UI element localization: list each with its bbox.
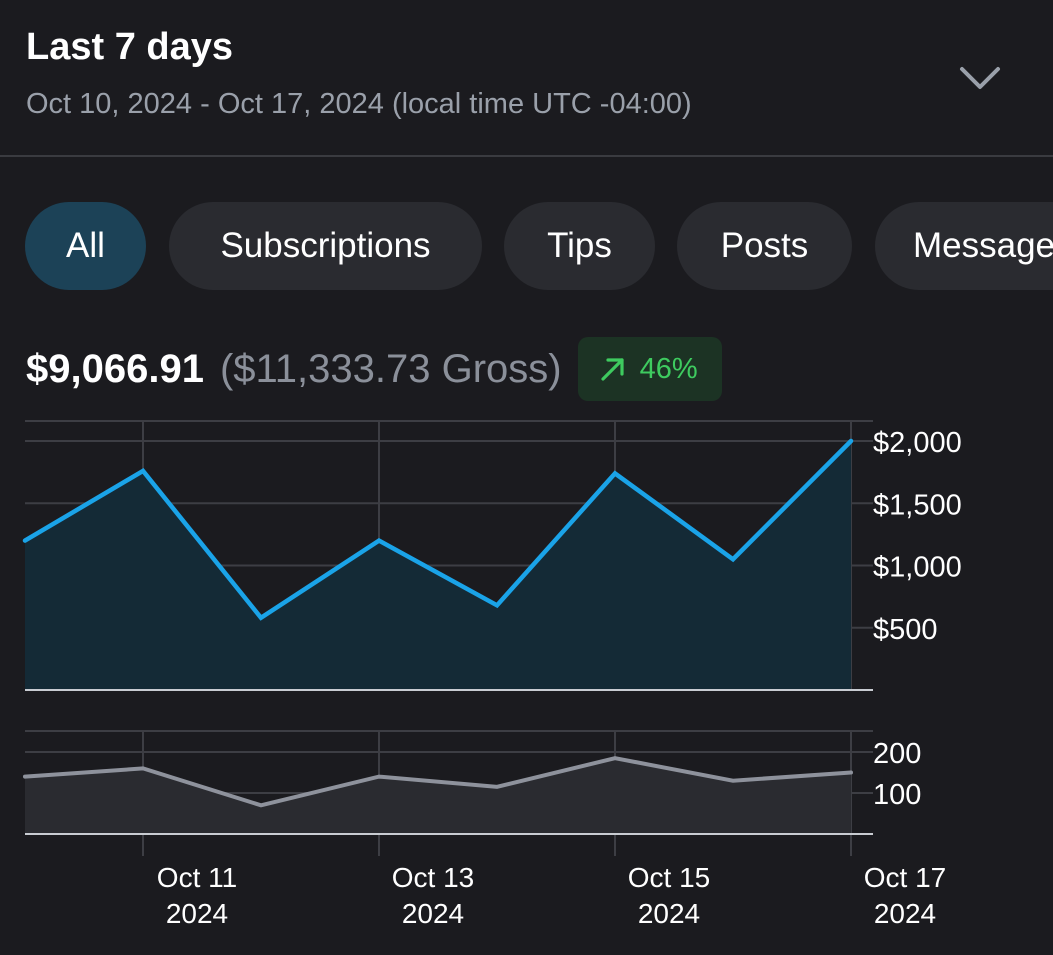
transactions-point-oct-15 [613, 756, 617, 760]
transactions-ytick-label: 200 [873, 738, 921, 770]
transactions-ytick-label: 100 [873, 779, 921, 811]
earnings-point-oct-17 [849, 439, 853, 443]
filter-all[interactable]: All [25, 202, 146, 290]
arrow-up-right-icon [601, 358, 624, 381]
xtick-label-date: Oct 13 [392, 862, 474, 893]
divider [0, 155, 1053, 157]
change-value: 46% [639, 352, 698, 385]
net-earnings: $9,066.91 [26, 346, 204, 391]
filter-posts[interactable]: Posts [677, 202, 852, 290]
xtick-label-date: Oct 17 [864, 862, 946, 893]
period-title: Last 7 days [26, 26, 233, 68]
xtick-label-date: Oct 11 [157, 862, 237, 893]
earnings-point-oct-13 [377, 539, 381, 543]
xtick-label-date: Oct 15 [628, 862, 710, 893]
filter-tabs: All Subscriptions Tips Posts Messages [0, 202, 1053, 292]
change-badge: 46% [577, 337, 722, 401]
transactions-point-oct-11 [141, 766, 145, 770]
transactions-point-oct-10 [23, 775, 27, 779]
earnings-ytick-label: $1,500 [873, 489, 962, 521]
xtick-label-year: 2024 [402, 898, 464, 929]
filter-messages[interactable]: Messages [875, 202, 1053, 290]
xtick-label-year: 2024 [874, 898, 936, 929]
gross-earnings: ($11,333.73 Gross) [219, 346, 562, 391]
period-selector[interactable]: Last 7 days Oct 10, 2024 - Oct 17, 2024 … [0, 0, 1053, 156]
earnings-point-oct-16 [731, 557, 735, 561]
earnings-point-oct-12 [259, 616, 263, 620]
transactions-point-oct-17 [849, 771, 853, 775]
xtick-label-year: 2024 [166, 898, 228, 929]
filter-subscriptions[interactable]: Subscriptions [169, 202, 482, 290]
transactions-area [25, 758, 851, 834]
earnings-point-oct-10 [23, 539, 27, 543]
transactions-series-line [23, 756, 853, 808]
earnings-point-oct-14 [495, 603, 499, 607]
earnings-summary: $9,066.91 ($11,333.73 Gross) 46% [26, 337, 722, 401]
earnings-point-oct-11 [141, 469, 145, 473]
chevron-down-icon[interactable] [957, 60, 1003, 96]
xtick-label-year: 2024 [638, 898, 700, 929]
transactions-point-oct-13 [377, 775, 381, 779]
transactions-point-oct-14 [495, 785, 499, 789]
earnings-point-oct-15 [613, 471, 617, 475]
earnings-ytick-label: $500 [873, 614, 938, 646]
transactions-point-oct-16 [731, 779, 735, 783]
earnings-ytick-label: $1,000 [873, 552, 962, 584]
earnings-area [25, 441, 851, 690]
earnings-series-line [22, 438, 854, 621]
date-range: Oct 10, 2024 - Oct 17, 2024 (local time … [26, 88, 692, 120]
filter-tips[interactable]: Tips [504, 202, 655, 290]
transactions-point-oct-12 [259, 803, 263, 807]
earnings-ytick-label: $2,000 [873, 427, 962, 459]
